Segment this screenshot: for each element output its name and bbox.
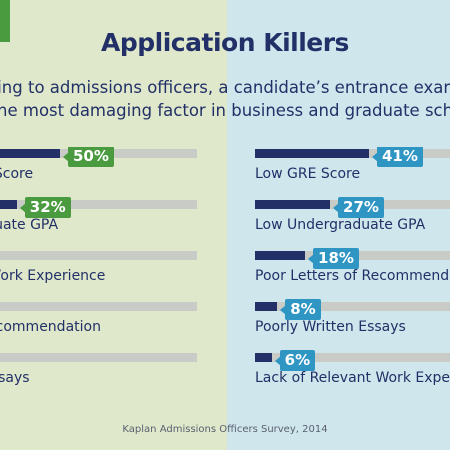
bar-low-gre-score [255,149,369,158]
right-bar-row: 8% Poorly Written Essays [255,299,450,351]
bar-track [255,353,450,362]
category-label: en Essays [0,370,30,386]
subtitle-line-1: According to admissions officers, a cand… [0,78,450,97]
category-label: of Recommendation [0,319,101,335]
bar-poor-letters-of-recommendatio [255,251,306,260]
right-bar-row: 6% Lack of Relevant Work Experie [255,350,450,397]
value-label: 32% [19,197,71,218]
bar-poorly-written-essays [255,302,278,311]
subtitle-line-2: is the most damaging factor in business … [0,101,450,126]
value-label: 6% [274,350,316,371]
category-label: Poor Letters of Recommendatio [255,268,450,284]
value-label: 18% [308,248,359,269]
bar-track [0,200,197,209]
left-bar-row: en Essays [0,351,227,397]
value-label: 41% [371,147,423,167]
bar-track [0,251,197,260]
left-bar-row: ant Work Experience [0,249,227,300]
bar-lack-of-relevant-work-experie [255,353,272,362]
category-label: ant Work Experience [0,268,106,284]
right-panel-background [227,0,450,450]
bar-track [0,302,197,311]
bar-track [0,353,197,362]
category-label: Low Undergraduate GPA [255,217,426,233]
left-bar-row: of Recommendation [0,300,227,351]
left-panel-background [0,0,227,450]
left-bar-row: 50% GRE Score [0,147,227,198]
bar-track [255,302,450,311]
source-note: Kaplan Admissions Officers Survey, 2014 [122,424,328,435]
left-bar-chart: 50% GRE Score 32%Graduate GPA ant Work Expe… [0,147,227,397]
category-label: Low GRE Score [255,166,361,182]
subtitle-container: According to admissions officers, a cand… [0,76,450,126]
right-bar-chart: 41% Low GRE Score 27% Low Undergraduate GPA… [255,147,450,397]
chart-title: Application Killers [101,28,349,57]
right-bar-row: 41% Low GRE Score [255,147,450,198]
corner-tab [0,0,10,42]
category-label: Graduate GPA [0,217,59,233]
left-bar-row: 32%Graduate GPA [0,197,227,249]
value-label: 50% [63,147,114,167]
right-bar-row: 27% Low Undergraduate GPA [255,197,450,249]
bar-graduate-gpa [0,200,17,209]
value-label: 8% [280,299,321,320]
right-bar-row: 18%Poor Letters of Recommendatio [255,248,450,300]
value-label: 27% [333,197,384,218]
bar-gre-score [0,149,60,158]
bar-low-undergraduate-gpa [255,200,331,209]
category-label: Lack of Relevant Work Experie [255,370,450,386]
category-label: GRE Score [0,166,34,182]
category-label: Poorly Written Essays [255,319,406,335]
subtitle: According to admissions officers, a cand… [0,76,450,126]
